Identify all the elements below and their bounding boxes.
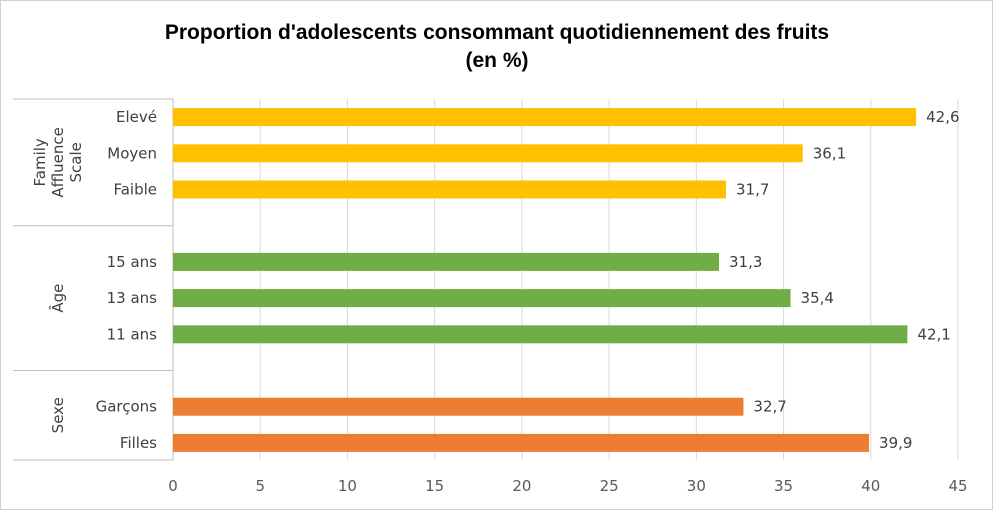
bar (173, 144, 803, 163)
category-label: Garçons (96, 398, 158, 416)
group-label: Âge (48, 284, 67, 313)
data-label: 42,1 (917, 325, 950, 343)
group-label-line: Scale (67, 142, 85, 182)
x-tick-label: 40 (861, 477, 880, 495)
bar (173, 252, 720, 271)
category-label: 15 ans (107, 253, 158, 271)
data-label: 36,1 (813, 144, 846, 162)
group-label: FamilyAffluenceScale (31, 127, 85, 197)
group-label-line: Affluence (49, 127, 67, 197)
data-label: 32,7 (753, 398, 786, 416)
category-label: 13 ans (107, 289, 158, 307)
group-label-line: Family (31, 138, 49, 186)
bar (173, 108, 917, 127)
group-label-line: Âge (48, 284, 67, 313)
data-label: 35,4 (801, 289, 834, 307)
category-label: Elevé (116, 108, 157, 126)
bar (173, 180, 726, 199)
x-tick-label: 30 (687, 477, 706, 495)
category-label: 11 ans (107, 325, 158, 343)
x-tick-label: 5 (255, 477, 265, 495)
x-tick-label: 0 (168, 477, 178, 495)
group-label-line: Sexe (49, 397, 67, 433)
x-tick-label: 15 (425, 477, 444, 495)
data-label: 39,9 (879, 434, 912, 452)
data-label: 42,6 (926, 108, 959, 126)
bar (173, 325, 908, 344)
data-label: 31,3 (729, 253, 762, 271)
x-tick-label: 25 (600, 477, 619, 495)
chart-title-line-1: Proportion d'adolescents consommant quot… (165, 21, 829, 44)
x-tick-label: 35 (774, 477, 793, 495)
bar (173, 397, 744, 416)
x-tick-label: 45 (948, 477, 967, 495)
x-tick-label: 10 (338, 477, 357, 495)
bar (173, 289, 791, 308)
group-label: Sexe (49, 397, 67, 433)
data-label: 31,7 (736, 181, 769, 199)
bar (173, 433, 870, 452)
chart-title-line-2: (en %) (466, 49, 529, 72)
category-label: Faible (113, 181, 157, 199)
x-tick-label: 20 (512, 477, 531, 495)
category-label: Moyen (107, 144, 157, 162)
category-label: Filles (120, 434, 157, 452)
